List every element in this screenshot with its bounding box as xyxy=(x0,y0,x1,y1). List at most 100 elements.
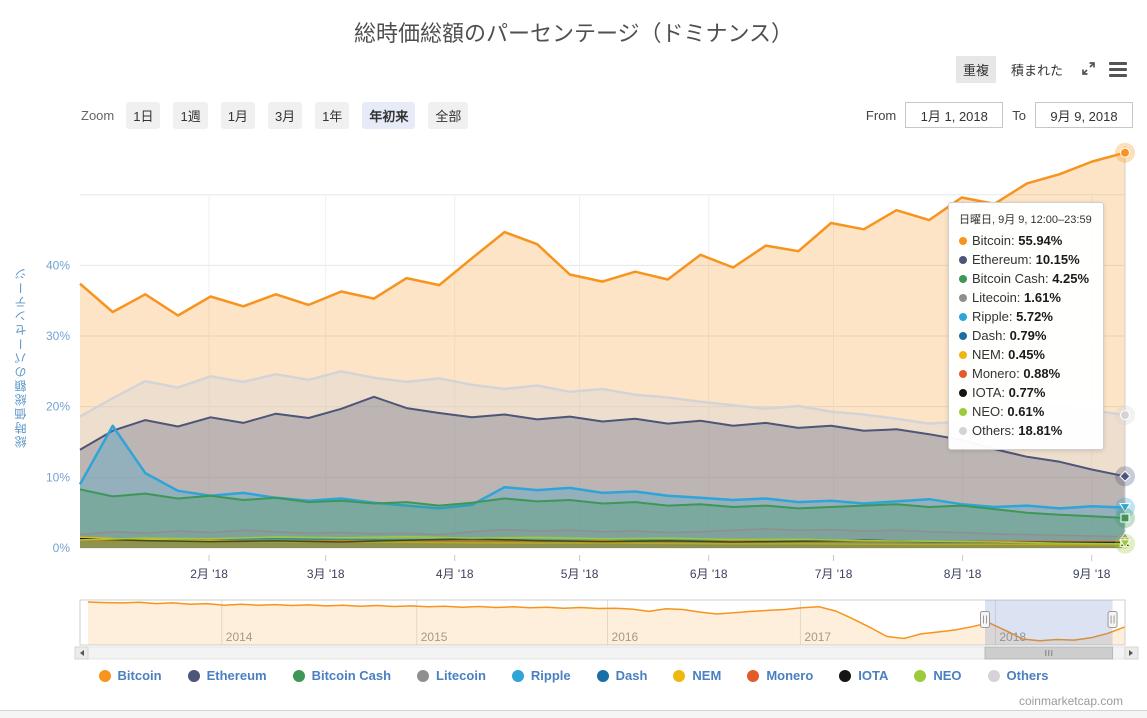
tooltip-row: NEO: 0.61% xyxy=(959,402,1092,421)
zoom-button-1日[interactable]: 1日 xyxy=(126,102,161,129)
series-line-bitcoin-cash xyxy=(79,488,1126,519)
navigator-selection[interactable] xyxy=(985,600,1113,645)
bitcoin-cash-bullet-icon xyxy=(292,669,305,682)
navigator-outline xyxy=(79,599,1126,646)
chart-mode-toggle: 重複 積まれた xyxy=(955,56,1129,83)
series-area-ripple xyxy=(80,425,1125,548)
x-axis-tick-label: 7月 '18 xyxy=(815,567,853,581)
series-area-ethereum xyxy=(80,396,1125,548)
legend: Bitcoin Ethereum Bitcoin Cash Litecoin Rippl… xyxy=(0,668,1147,683)
series-bullet-icon xyxy=(959,370,967,378)
series-bullet-icon xyxy=(959,256,967,264)
tooltip-row: IOTA: 0.77% xyxy=(959,383,1092,402)
series-line-ripple xyxy=(78,424,1126,510)
bitcoin-bullet-icon xyxy=(98,669,111,682)
tooltip-row: Monero: 0.88% xyxy=(959,364,1092,383)
series-bullet-icon xyxy=(959,237,967,245)
scrollbar-right-arrow-icon xyxy=(1129,650,1133,656)
zoom-button-3月[interactable]: 3月 xyxy=(267,102,303,129)
series-area-neo xyxy=(80,536,1125,548)
navigator-series-line xyxy=(87,601,1126,642)
others-bullet-icon xyxy=(987,669,1000,682)
zoom-label: Zoom xyxy=(81,108,115,123)
scrollbar[interactable] xyxy=(74,646,1139,660)
watermark: coinmarketcap.com xyxy=(1018,694,1123,708)
nem-bullet-icon xyxy=(673,669,686,682)
neo-bullet-icon xyxy=(914,669,927,682)
series-bullet-icon xyxy=(959,389,967,397)
x-axis-tick-label: 5月 '18 xyxy=(561,567,599,581)
legend-item-iota[interactable]: IOTA xyxy=(839,668,888,683)
tooltip-row: Dash: 0.79% xyxy=(959,326,1092,345)
series-bullet-icon xyxy=(959,351,967,359)
series-area-nem xyxy=(80,537,1125,548)
legend-item-ripple[interactable]: Ripple xyxy=(511,668,571,683)
scrollbar-track[interactable] xyxy=(87,646,1126,660)
y-axis-tick-label: 40% xyxy=(46,258,70,272)
from-label: From xyxy=(865,107,897,123)
chart-menu-button[interactable] xyxy=(1107,60,1129,79)
zoom-button-1週[interactable]: 1週 xyxy=(173,102,208,129)
tooltip-row: Others: 18.81% xyxy=(959,421,1092,440)
mode-overlapping-button[interactable]: 重複 xyxy=(955,56,996,83)
ripple-bullet-icon xyxy=(511,669,524,682)
iota-bullet-icon xyxy=(839,669,852,682)
x-axis-tick-label: 4月 '18 xyxy=(436,567,474,581)
scrollbar-left-arrow-icon xyxy=(80,650,84,656)
tooltip-row: Ripple: 5.72% xyxy=(959,307,1092,326)
fullscreen-button[interactable] xyxy=(1078,58,1099,82)
dominance-chart-svg[interactable]: 0% 10% 20% 30% 40% 2月 '18 3月 '18 4月 '18 5月 '18 6月… xyxy=(0,130,1147,660)
x-axis-tick-label: 2月 '18 xyxy=(190,567,228,581)
zoom-button-年初来[interactable]: 年初来 xyxy=(362,102,416,129)
to-date-input[interactable] xyxy=(1035,102,1133,128)
expand-arrows-icon xyxy=(1080,60,1097,80)
legend-item-neo[interactable]: NEO xyxy=(914,668,962,683)
legend-item-dash[interactable]: Dash xyxy=(596,668,647,683)
legend-item-litecoin[interactable]: Litecoin xyxy=(417,668,486,683)
legend-item-monero[interactable]: Monero xyxy=(747,668,813,683)
tooltip-rows: Bitcoin: 55.94% Ethereum: 10.15% Bitcoin C… xyxy=(959,231,1092,440)
series-bullet-icon xyxy=(959,427,967,435)
series-bullet-icon xyxy=(959,294,967,302)
navigator-year-label: 2015 xyxy=(421,630,448,644)
from-date-input[interactable] xyxy=(905,102,1004,128)
legend-item-bitcoin-cash[interactable]: Bitcoin Cash xyxy=(292,668,391,683)
navigator[interactable]: 2014 2015 2016 2017 2018 xyxy=(79,599,1126,646)
hover-markers xyxy=(1115,142,1135,554)
y-axis-tick-label: 10% xyxy=(46,470,70,484)
navigator-series-area xyxy=(88,602,1125,645)
monero-bullet-icon xyxy=(747,669,760,682)
mode-stacked-button[interactable]: 積まれた xyxy=(1004,56,1070,83)
navigator-handle-left[interactable] xyxy=(980,611,991,628)
x-axis-tick-label: 6月 '18 xyxy=(690,567,728,581)
zoom-button-1月[interactable]: 1月 xyxy=(220,102,255,129)
series-bullet-icon xyxy=(959,313,967,321)
navigator-year-label: 2014 xyxy=(226,630,253,644)
x-axis-tick-label: 9月 '18 xyxy=(1073,567,1111,581)
ethereum-bullet-icon xyxy=(187,669,200,682)
x-axis-tick-label: 8月 '18 xyxy=(944,567,982,581)
navigator-handle-right[interactable] xyxy=(1107,611,1118,628)
zoom-buttons: 1日 1週 1月 3月 1年 年初来 全部 xyxy=(126,102,469,129)
legend-item-bitcoin[interactable]: Bitcoin xyxy=(98,668,162,683)
legend-item-nem[interactable]: NEM xyxy=(673,668,721,683)
legend-item-ethereum[interactable]: Ethereum xyxy=(187,668,267,683)
series-line-neo xyxy=(79,535,1126,545)
hamburger-icon xyxy=(1109,62,1127,77)
series-group xyxy=(78,151,1126,548)
date-range-controls: From To xyxy=(866,102,1133,128)
series-bullet-icon xyxy=(959,408,967,416)
y-axis-tick-label: 20% xyxy=(46,400,70,414)
bottom-strip xyxy=(0,710,1147,718)
y-axis-tick-label: 0% xyxy=(53,541,71,555)
zoom-button-1年[interactable]: 1年 xyxy=(315,102,350,129)
zoom-controls: Zoom 1日 1週 1月 3月 1年 年初来 全部 xyxy=(81,102,469,129)
gridlines: 0% 10% 20% 30% 40% 2月 '18 3月 '18 4月 '18 5月 '18 6月… xyxy=(46,194,1125,581)
tooltip-row: Bitcoin Cash: 4.25% xyxy=(959,269,1092,288)
tooltip-row: Bitcoin: 55.94% xyxy=(959,231,1092,250)
zoom-button-全部[interactable]: 全部 xyxy=(428,102,469,129)
y-axis-tick-label: 30% xyxy=(46,329,70,343)
navigator-year-label: 2018 xyxy=(999,630,1026,644)
legend-item-others[interactable]: Others xyxy=(987,668,1048,683)
to-label: To xyxy=(1012,107,1026,123)
